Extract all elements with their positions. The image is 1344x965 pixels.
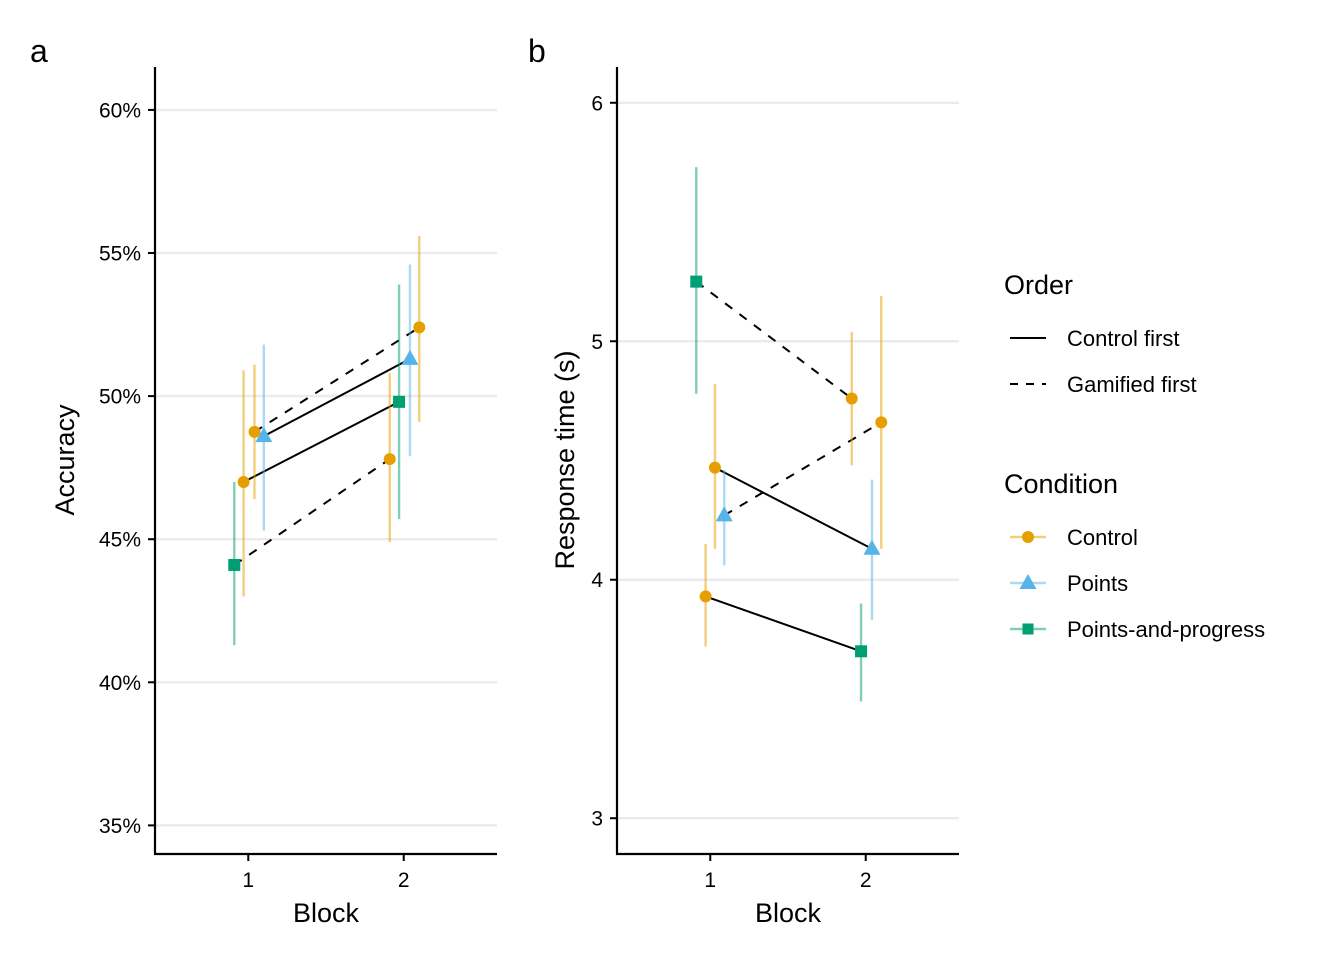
data-point [875, 416, 888, 429]
data-point [845, 392, 858, 405]
y-tick-label: 3 [591, 808, 603, 831]
legend-condition-item-control: Control [1010, 525, 1138, 550]
x-tick-label: 2 [860, 869, 872, 892]
y-tick-label: 35% [99, 815, 141, 838]
panel-label-b: b [528, 33, 546, 69]
panel-a-accuracy: a 35% 40% 45% 50% 55% 60% 1 2 Block Accuracy [30, 33, 497, 928]
panel-a-gridlines [155, 108, 497, 827]
legend-order-label: Gamified first [1067, 372, 1197, 397]
series-line [723, 421, 882, 517]
data-point [715, 506, 733, 522]
panel-b-error-bars [695, 167, 883, 702]
data-point [383, 453, 396, 466]
panel-b-series-lines [695, 280, 882, 653]
series-line [695, 280, 853, 400]
legend-condition-label: Points [1067, 571, 1128, 596]
legend: Order Control first Gamified first Condi… [1004, 270, 1265, 642]
panel-a-points [228, 321, 426, 571]
data-point [699, 590, 712, 603]
data-point [413, 321, 426, 334]
data-point [248, 425, 261, 438]
legend-order-item-control-first: Control first [1010, 326, 1179, 351]
series-line [253, 326, 420, 433]
data-point [855, 645, 868, 658]
x-tick-label: 2 [398, 869, 410, 892]
data-point [393, 395, 406, 408]
series-line [714, 466, 873, 550]
legend-triangle-icon [1019, 574, 1037, 589]
legend-condition-label: Control [1067, 525, 1138, 550]
y-tick-label: 55% [99, 243, 141, 266]
legend-condition-label: Points-and-progress [1067, 617, 1265, 642]
x-tick-label: 1 [704, 869, 716, 892]
y-tick-label: 4 [591, 569, 603, 592]
x-tick-label: 1 [242, 869, 254, 892]
panel-b-y-axis-title: Response time (s) [550, 350, 580, 569]
panel-b-gridlines [617, 101, 959, 820]
panel-a-x-axis-title: Block [293, 898, 360, 928]
data-point [255, 427, 273, 443]
panel-b-axes: 3 4 5 6 1 2 [591, 67, 959, 892]
y-tick-label: 40% [99, 672, 141, 695]
panel-b-points [690, 275, 888, 658]
panel-a-y-axis-title: Accuracy [50, 404, 80, 516]
data-point [401, 349, 419, 365]
data-point [863, 539, 881, 555]
legend-order-item-gamified-first: Gamified first [1010, 372, 1197, 397]
legend-condition-item-points: Points [1010, 571, 1128, 596]
legend-order-label: Control first [1067, 326, 1179, 351]
panel-b-response-time: b 3 4 5 6 1 2 Block Response time (s) [528, 33, 959, 928]
panel-b-x-axis-title: Block [755, 898, 822, 928]
panel-label-a: a [30, 33, 48, 69]
data-point [228, 558, 241, 571]
panel-a-series-lines [233, 326, 420, 566]
legend-condition-item-points-and-progress: Points-and-progress [1010, 617, 1265, 642]
data-point [708, 461, 721, 474]
series-line [233, 458, 391, 566]
data-point [690, 275, 703, 288]
y-tick-label: 6 [591, 92, 603, 115]
series-line [705, 595, 862, 653]
legend-order-title: Order [1004, 270, 1073, 300]
panel-a-axes: 35% 40% 45% 50% 55% 60% 1 2 [99, 67, 497, 892]
legend-condition-title: Condition [1004, 469, 1118, 499]
data-point [237, 475, 250, 488]
y-tick-label: 60% [99, 99, 141, 122]
legend-circle-icon [1022, 531, 1034, 543]
y-tick-label: 5 [591, 331, 603, 354]
y-tick-label: 45% [99, 529, 141, 552]
series-line [263, 358, 411, 438]
y-tick-label: 50% [99, 386, 141, 409]
legend-square-icon [1022, 623, 1034, 635]
series-line [243, 400, 400, 483]
